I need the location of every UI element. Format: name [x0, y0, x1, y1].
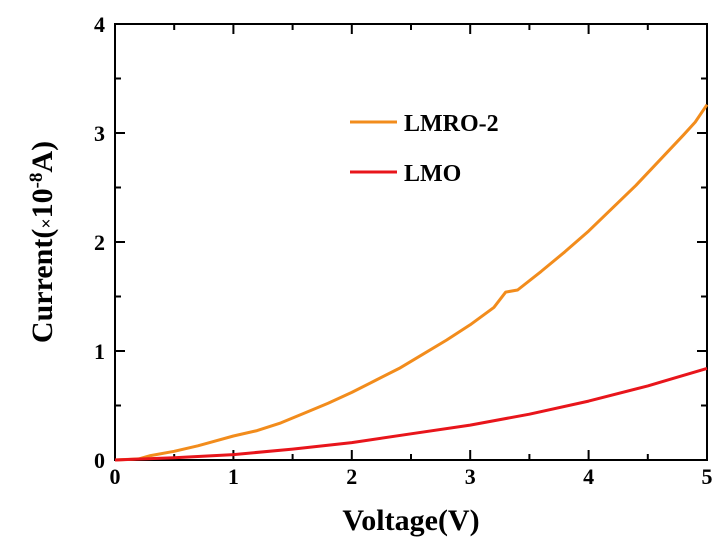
- y-tick-label: 4: [94, 12, 105, 37]
- y-axis-title-exponent: -8: [26, 173, 47, 189]
- x-tick-label: 0: [110, 464, 121, 489]
- x-tick-label: 3: [465, 464, 476, 489]
- y-axis-title: Current(×10-8A): [26, 141, 60, 343]
- y-axis-title-prefix: Current(: [26, 229, 59, 343]
- x-tick-label: 5: [702, 464, 713, 489]
- series-line-lmo: [114, 366, 708, 462]
- x-tick-label: 4: [583, 464, 594, 489]
- series-lines: [114, 103, 709, 462]
- y-tick-label: 0: [94, 448, 105, 473]
- series-line-lmro-2: [114, 103, 709, 462]
- axis-ticks: 0 1 2 3 4 5 0 1 2 3 4: [94, 12, 713, 489]
- x-axis-title: Voltage(V): [342, 504, 479, 537]
- y-axis-title-suffix: A): [26, 141, 59, 173]
- legend-label-lmro-2: LMRO-2: [404, 111, 499, 137]
- x-tick-label: 2: [346, 464, 357, 489]
- y-tick-label: 2: [94, 230, 105, 255]
- y-tick-label: 3: [94, 121, 105, 146]
- legend-label-lmo: LMO: [404, 161, 461, 187]
- legend: LMRO-2 LMO: [350, 111, 499, 187]
- y-axis-title-base: 10: [26, 188, 59, 218]
- y-tick-label: 1: [94, 339, 105, 364]
- x-tick-label: 1: [228, 464, 239, 489]
- y-axis-title-times: ×: [36, 218, 56, 228]
